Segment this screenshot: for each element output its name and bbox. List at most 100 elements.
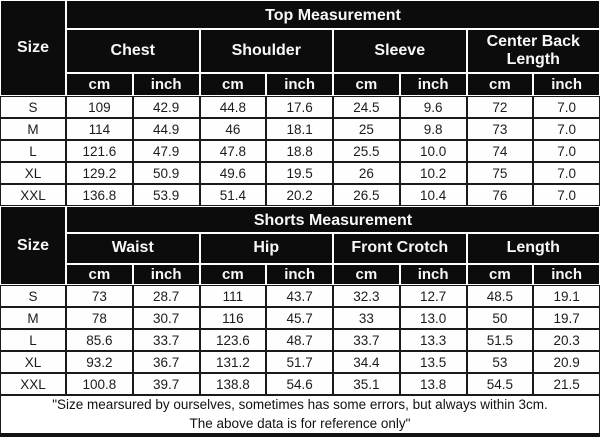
measurement-cell: 26.5	[333, 184, 400, 206]
measurement-cell: 138.8	[199, 373, 267, 395]
measurement-cell: 114	[66, 118, 133, 140]
table-title: Top Measurement	[66, 0, 600, 29]
measurement-cell: 54.5	[466, 373, 534, 395]
shorts-measurement-table: Size Shorts Measurement Waist Hip Front …	[0, 206, 600, 437]
measurement-cell: 30.7	[132, 307, 200, 329]
unit-header: inch	[266, 264, 333, 285]
table-row: XXL 136.8 53.9 51.4 20.2 26.5 10.4 76 7.…	[0, 184, 600, 206]
table-row: L 121.6 47.9 47.8 18.8 25.5 10.0 74 7.0	[0, 140, 600, 162]
measurement-cell: 25.5	[333, 140, 400, 162]
measurement-cell: 129.2	[66, 162, 133, 184]
size-label: L	[0, 329, 66, 351]
table-title-row: Size Top Measurement	[0, 0, 600, 96]
measurement-cell: 18.1	[266, 118, 333, 140]
measurement-cell: 7.0	[533, 184, 600, 206]
measurement-cell: 35.1	[333, 373, 400, 395]
measurement-cell: 42.9	[132, 96, 200, 118]
measurement-cell: 32.3	[333, 285, 400, 307]
unit-header: cm	[199, 264, 267, 285]
size-label: S	[0, 96, 66, 118]
measurement-cell: 47.8	[199, 140, 267, 162]
unit-header: cm	[199, 73, 267, 96]
measurement-cell: 93.2	[66, 351, 133, 373]
measurement-cell: 43.7	[266, 285, 333, 307]
measurement-cell: 48.5	[466, 285, 534, 307]
table-row: XL 129.2 50.9 49.6 19.5 26 10.2 75 7.0	[0, 162, 600, 184]
table-row: S 73 28.7 111 43.7 32.3 12.7 48.5 19.1	[0, 285, 600, 307]
measurement-cell: 20.3	[533, 329, 600, 351]
measurement-cell: 100.8	[66, 373, 133, 395]
measurement-cell: 51.7	[266, 351, 333, 373]
measurement-cell: 47.9	[132, 140, 200, 162]
measurement-cell: 78	[66, 307, 133, 329]
unit-header: inch	[533, 264, 600, 285]
unit-header: inch	[132, 264, 200, 285]
measurement-cell: 73	[66, 285, 133, 307]
measurement-cell: 121.6	[66, 140, 133, 162]
unit-header: inch	[533, 73, 600, 96]
measurement-cell: 111	[199, 285, 267, 307]
measurement-cell: 28.7	[132, 285, 200, 307]
table-row: XL 93.2 36.7 131.2 51.7 34.4 13.5 53 20.…	[0, 351, 600, 373]
unit-header: cm	[333, 264, 400, 285]
table-row: M 78 30.7 116 45.7 33 13.0 50 19.7	[0, 307, 600, 329]
measurement-cell: 7.0	[533, 162, 600, 184]
measurement-cell: 53	[466, 351, 534, 373]
measurement-cell: 109	[66, 96, 133, 118]
measurement-cell: 19.5	[266, 162, 333, 184]
measurement-cell: 20.2	[266, 184, 333, 206]
unit-header: inch	[132, 73, 200, 96]
measurement-cell: 36.7	[132, 351, 200, 373]
measurement-cell: 7.0	[533, 140, 600, 162]
measurement-cell: 39.7	[132, 373, 200, 395]
column-group-row: Waist Hip Front Crotch Length	[0, 233, 600, 264]
size-label: XXL	[0, 184, 66, 206]
unit-header: cm	[333, 73, 400, 96]
measurement-cell: 13.0	[399, 307, 467, 329]
column-group-hip: Hip	[199, 233, 333, 264]
footer-note-line1: "Size mearsured by ourselves, sometimes …	[52, 397, 548, 413]
table-row: S 109 42.9 44.8 17.6 24.5 9.6 72 7.0	[0, 96, 600, 118]
footer-row: "Size mearsured by ourselves, sometimes …	[0, 395, 600, 437]
column-group-length: Length	[466, 233, 600, 264]
measurement-cell: 9.6	[399, 96, 467, 118]
unit-header: cm	[66, 264, 133, 285]
measurement-cell: 53.9	[132, 184, 200, 206]
unit-header: cm	[66, 73, 133, 96]
size-column-header: Size	[0, 206, 66, 285]
unit-header: cm	[466, 73, 534, 96]
measurement-cell: 20.9	[533, 351, 600, 373]
unit-header-row: cm inch cm inch cm inch cm inch	[0, 264, 600, 285]
measurement-cell: 13.8	[399, 373, 467, 395]
measurement-cell: 51.5	[466, 329, 534, 351]
measurement-cell: 17.6	[266, 96, 333, 118]
measurement-cell: 85.6	[66, 329, 133, 351]
measurement-cell: 13.3	[399, 329, 467, 351]
measurement-cell: 10.0	[399, 140, 467, 162]
unit-header-row: cm inch cm inch cm inch cm inch	[0, 73, 600, 96]
column-group-front-crotch: Front Crotch	[333, 233, 467, 264]
measurement-cell: 33	[333, 307, 400, 329]
footer-note-line2: The above data is for reference only"	[189, 415, 411, 431]
measurement-cell: 25	[333, 118, 400, 140]
size-label: L	[0, 140, 66, 162]
measurement-cell: 49.6	[199, 162, 267, 184]
measurement-cell: 19.7	[533, 307, 600, 329]
table-row: XXL 100.8 39.7 138.8 54.6 35.1 13.8 54.5…	[0, 373, 600, 395]
table-title-row: Size Shorts Measurement	[0, 206, 600, 285]
column-group-waist: Waist	[66, 233, 200, 264]
measurement-cell: 33.7	[333, 329, 400, 351]
measurement-cell: 13.5	[399, 351, 467, 373]
measurement-cell: 74	[466, 140, 534, 162]
size-label: M	[0, 307, 66, 329]
size-column-header: Size	[0, 0, 66, 96]
measurement-cell: 10.4	[399, 184, 467, 206]
table-title: Shorts Measurement	[66, 206, 600, 233]
column-group-center-back-length: Center Back Length	[466, 29, 600, 73]
measurement-cell: 21.5	[533, 373, 600, 395]
measurement-cell: 10.2	[399, 162, 467, 184]
measurement-cell: 44.9	[132, 118, 200, 140]
measurement-cell: 75	[466, 162, 534, 184]
unit-header: inch	[266, 73, 333, 96]
